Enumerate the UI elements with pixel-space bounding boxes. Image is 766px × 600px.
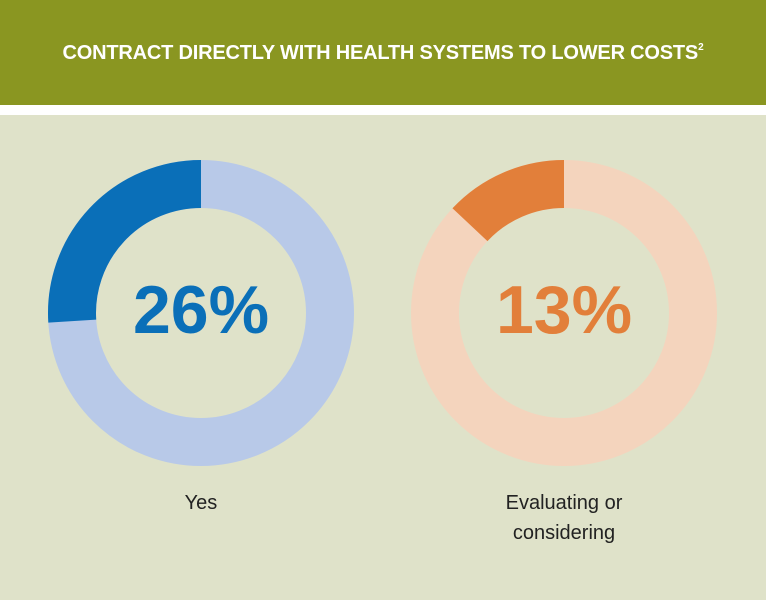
donut-segment <box>48 160 202 323</box>
title-footnote: 2 <box>698 42 704 53</box>
title-text: CONTRACT DIRECTLY WITH HEALTH SYSTEMS TO… <box>62 42 699 64</box>
category-label: Yes <box>184 492 218 514</box>
header-stripe <box>0 105 766 115</box>
percent-label: 26% <box>133 272 269 348</box>
category-label: Evaluating or considering <box>505 492 623 544</box>
title: CONTRACT DIRECTLY WITH HEALTH SYSTEMS TO… <box>0 42 766 65</box>
donut-segment <box>452 160 565 242</box>
header-band <box>0 0 766 105</box>
percent-label: 13% <box>496 272 632 348</box>
